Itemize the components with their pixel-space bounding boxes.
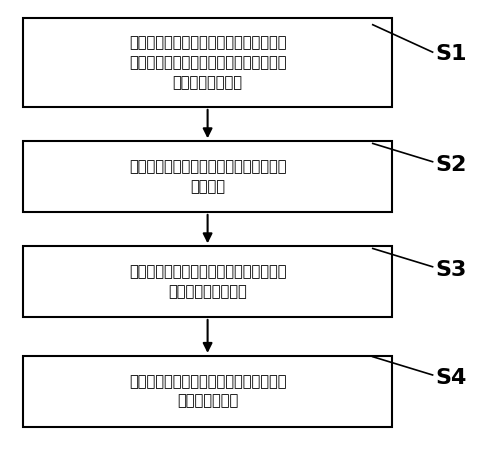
Text: S1: S1 [435, 44, 467, 64]
Text: 放行步骤：将完成插件的ＰＣＢ印刷电路
板送入下一工位: 放行步骤：将完成插件的ＰＣＢ印刷电路 板送入下一工位 [129, 374, 286, 409]
Text: S3: S3 [435, 260, 467, 280]
Text: 供料步骤：采用振动盘振动的方式供料，
将热敏元件通过振动盘产生的高频振动从
所述振动盘中料出: 供料步骤：采用振动盘振动的方式供料， 将热敏元件通过振动盘产生的高频振动从 所述… [129, 35, 286, 90]
Bar [23, 246, 392, 317]
Bar [23, 356, 392, 426]
Bar [23, 18, 392, 107]
Text: S2: S2 [435, 155, 467, 175]
Bar [23, 141, 392, 212]
Text: 送料步骤：在送料轨道中，对热敏元件进
行预处理: 送料步骤：在送料轨道中，对热敏元件进 行预处理 [129, 159, 286, 194]
Text: 插件步骤：所述插件步骤包括抓料步骤、
支撑步骤和插入步骤: 插件步骤：所述插件步骤包括抓料步骤、 支撑步骤和插入步骤 [129, 264, 286, 299]
Text: S4: S4 [435, 368, 467, 388]
